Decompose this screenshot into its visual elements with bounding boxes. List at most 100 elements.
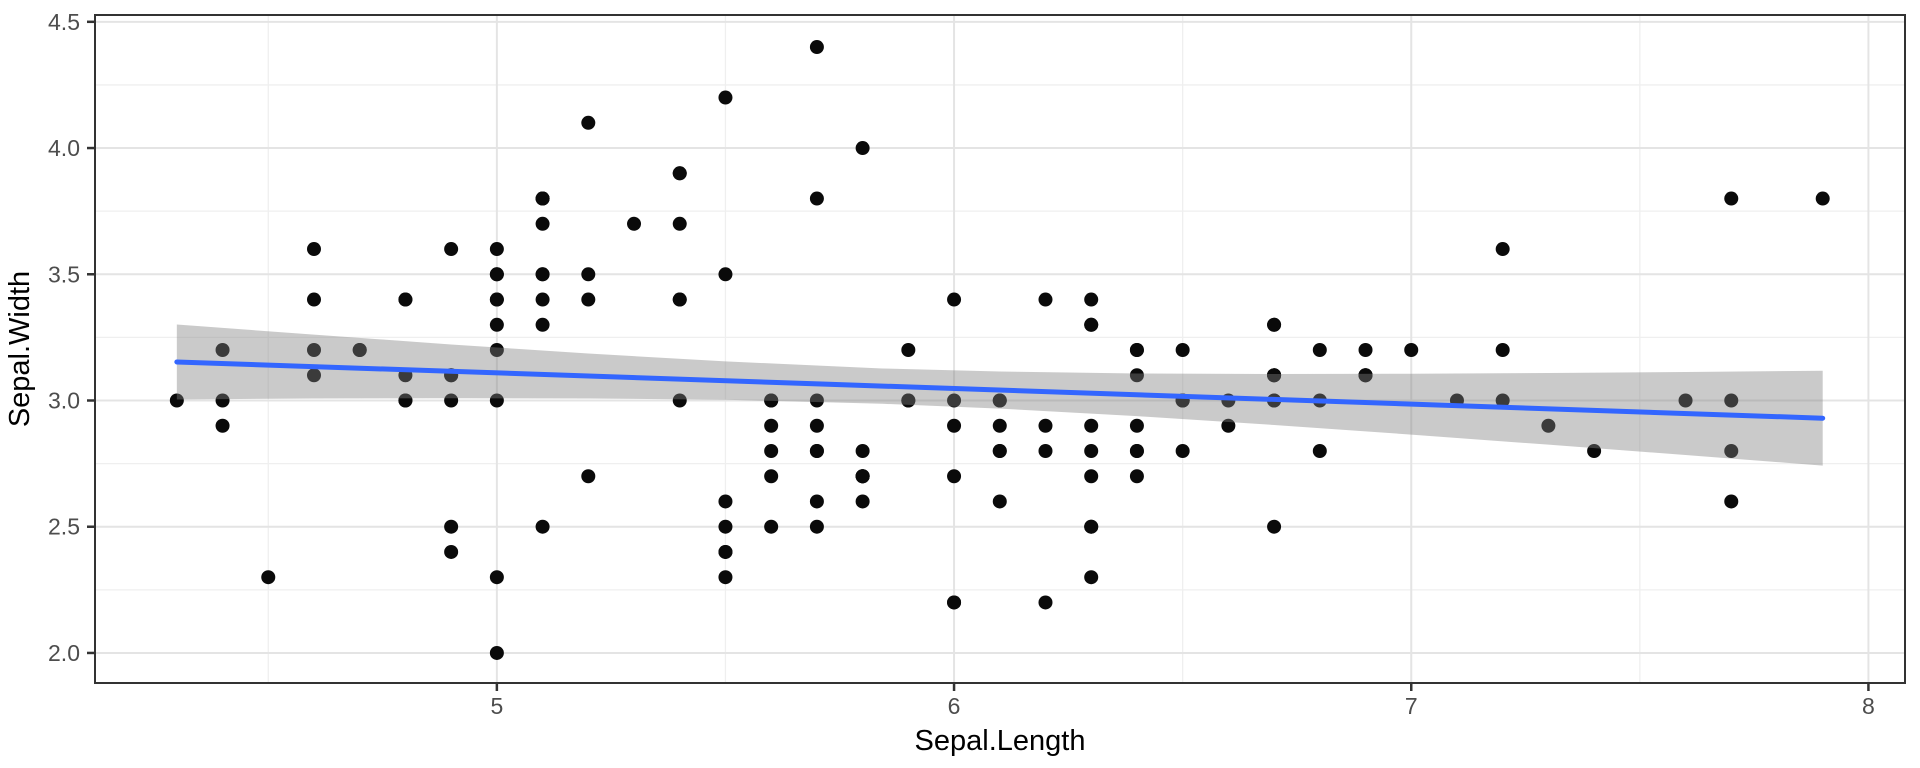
- lm-fit-line: [174, 359, 1826, 421]
- data-point: [306, 343, 321, 358]
- data-point: [947, 469, 962, 484]
- data-point: [444, 519, 459, 534]
- data-point: [444, 242, 459, 257]
- data-point: [489, 317, 504, 332]
- data-point: [855, 141, 870, 156]
- y-tick-label: 3.0: [48, 388, 80, 414]
- data-point: [1541, 418, 1556, 433]
- data-point: [1267, 519, 1282, 534]
- data-point: [947, 292, 962, 307]
- data-point: [855, 443, 870, 458]
- data-point: [672, 166, 687, 181]
- data-point: [489, 242, 504, 257]
- data-point: [672, 216, 687, 231]
- x-tick-label: 5: [490, 693, 503, 719]
- data-point: [535, 267, 550, 282]
- y-tick-label: 4.5: [48, 9, 80, 35]
- data-point: [809, 418, 824, 433]
- data-point: [581, 267, 596, 282]
- regression-line: [174, 359, 1826, 421]
- data-point: [809, 40, 824, 55]
- x-axis-title: Sepal.Length: [915, 725, 1086, 757]
- data-point: [1084, 443, 1099, 458]
- data-point: [992, 443, 1007, 458]
- data-point: [489, 393, 504, 408]
- data-point: [992, 393, 1007, 408]
- data-point: [855, 469, 870, 484]
- data-point: [1724, 494, 1739, 509]
- data-point: [215, 418, 230, 433]
- y-tick-label: 2.0: [48, 640, 80, 666]
- data-point: [672, 292, 687, 307]
- data-point: [1129, 368, 1144, 383]
- data-point: [809, 519, 824, 534]
- data-point: [535, 317, 550, 332]
- confidence-band: [176, 324, 1823, 466]
- data-point: [215, 343, 230, 358]
- y-tick-label: 3.5: [48, 261, 80, 287]
- y-tick-labels: 2.0 2.5 3.0 3.5 4.0 4.5: [48, 9, 80, 666]
- data-point: [1084, 570, 1099, 585]
- data-point: [947, 418, 962, 433]
- data-point: [1038, 418, 1053, 433]
- data-point: [444, 393, 459, 408]
- data-point: [306, 368, 321, 383]
- data-point: [1724, 393, 1739, 408]
- data-point: [901, 393, 916, 408]
- data-point: [1678, 393, 1693, 408]
- x-tick-label: 7: [1405, 693, 1418, 719]
- data-point: [672, 393, 687, 408]
- data-point: [169, 393, 184, 408]
- data-point: [718, 544, 733, 559]
- data-point: [1084, 317, 1099, 332]
- data-point: [1175, 343, 1190, 358]
- data-point: [764, 469, 779, 484]
- data-point: [1587, 443, 1602, 458]
- data-point: [1129, 443, 1144, 458]
- data-point: [1175, 443, 1190, 458]
- x-tick-labels: 5 6 7 8: [490, 693, 1874, 719]
- data-point: [627, 216, 642, 231]
- data-point: [809, 494, 824, 509]
- data-point: [764, 393, 779, 408]
- data-point: [1815, 191, 1830, 206]
- data-point: [1312, 343, 1327, 358]
- data-point: [1495, 242, 1510, 257]
- data-point: [1267, 317, 1282, 332]
- x-tick-label: 6: [948, 693, 961, 719]
- data-point: [1084, 519, 1099, 534]
- data-point: [535, 216, 550, 231]
- data-point: [992, 418, 1007, 433]
- data-point: [535, 519, 550, 534]
- data-point: [489, 645, 504, 660]
- data-point: [1495, 343, 1510, 358]
- data-point: [489, 267, 504, 282]
- data-point: [1221, 418, 1236, 433]
- data-point: [1084, 418, 1099, 433]
- data-point: [581, 469, 596, 484]
- y-tick-label: 2.5: [48, 514, 80, 540]
- data-point: [718, 494, 733, 509]
- data-points: [169, 40, 1830, 660]
- data-point: [215, 393, 230, 408]
- data-point: [718, 90, 733, 105]
- data-point: [1084, 292, 1099, 307]
- y-axis-title: Sepal.Width: [4, 271, 36, 427]
- panel-border: [94, 14, 1906, 684]
- data-point: [489, 570, 504, 585]
- data-point: [1129, 418, 1144, 433]
- data-point: [1724, 191, 1739, 206]
- data-point: [352, 343, 367, 358]
- data-point: [764, 443, 779, 458]
- data-point: [718, 267, 733, 282]
- data-point: [261, 570, 276, 585]
- data-point: [489, 343, 504, 358]
- data-point: [809, 393, 824, 408]
- data-point: [1358, 343, 1373, 358]
- data-point: [1038, 595, 1053, 610]
- data-point: [1038, 443, 1053, 458]
- data-point: [581, 292, 596, 307]
- data-point: [718, 519, 733, 534]
